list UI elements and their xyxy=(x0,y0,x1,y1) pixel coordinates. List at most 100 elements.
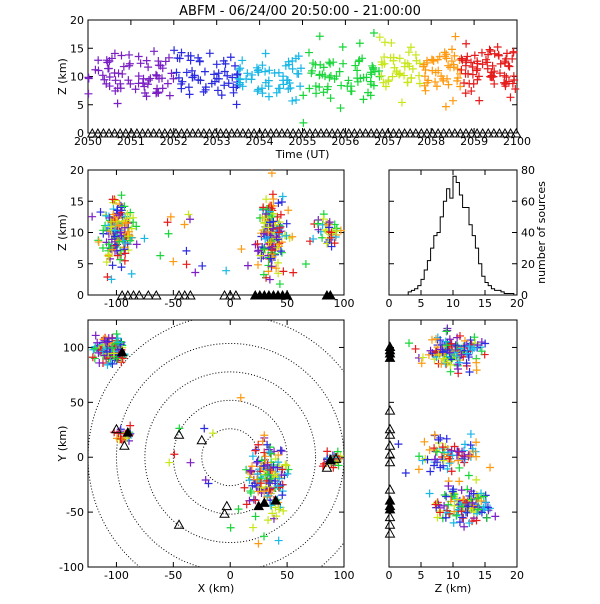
xz-point xyxy=(267,262,276,271)
th-point xyxy=(264,76,273,85)
th-triangle xyxy=(438,127,449,138)
xz-point xyxy=(282,231,291,240)
th-triangle xyxy=(449,127,461,138)
xz-point xyxy=(163,218,172,227)
zy-triangle xyxy=(384,456,396,467)
zy-point xyxy=(452,511,461,520)
th-point xyxy=(461,58,470,67)
hist-xtick-label: 5 xyxy=(418,297,425,310)
th-triangle xyxy=(393,127,405,138)
zy-point xyxy=(442,327,451,336)
xy-point xyxy=(93,338,102,347)
th-triangle xyxy=(343,127,355,138)
xz-triangle xyxy=(133,289,145,300)
xy-point xyxy=(265,448,274,457)
th-point xyxy=(474,72,483,81)
th-triangle xyxy=(360,127,371,138)
xy-point xyxy=(267,449,276,458)
zy-point xyxy=(411,344,420,353)
th-xtick-label: 2054 xyxy=(246,135,274,148)
th-point xyxy=(152,88,161,97)
xz-ground-triangles xyxy=(116,289,336,300)
th-point xyxy=(374,66,383,75)
zy-point xyxy=(424,350,433,359)
th-point xyxy=(359,95,368,104)
xz-point xyxy=(110,232,119,241)
th-point xyxy=(468,63,477,72)
range-ring xyxy=(144,371,317,544)
th-point xyxy=(234,74,243,83)
xy-point xyxy=(260,532,269,541)
xy-point xyxy=(254,539,263,548)
th-triangle xyxy=(310,127,321,138)
zy-point xyxy=(441,337,450,346)
hist-ytick-label: 0 xyxy=(521,289,528,302)
th-point xyxy=(485,45,494,54)
xy-point xyxy=(263,440,272,449)
xz-point xyxy=(272,264,281,273)
xy-point xyxy=(275,474,284,483)
th-triangle xyxy=(494,127,505,138)
zy-point xyxy=(465,491,474,500)
th-triangle xyxy=(499,127,511,138)
xy-ytick-label: 100 xyxy=(63,341,84,354)
xz-triangle xyxy=(128,289,139,300)
th-triangle xyxy=(466,127,477,138)
xz-point xyxy=(254,260,263,269)
th-point xyxy=(205,49,214,58)
zy-point xyxy=(440,490,449,499)
th-point xyxy=(199,87,208,96)
th-point xyxy=(84,74,93,83)
xz-point xyxy=(301,260,310,269)
zy-point xyxy=(448,451,457,460)
th-point xyxy=(194,53,203,62)
th-triangle xyxy=(259,127,271,138)
zy-point xyxy=(444,448,453,457)
th-triangle xyxy=(198,127,210,138)
th-point xyxy=(477,48,486,57)
zy-point xyxy=(446,360,455,369)
th-point xyxy=(200,67,209,76)
zy-point xyxy=(448,487,457,496)
xy-point xyxy=(103,337,112,346)
zy-point xyxy=(457,486,466,495)
zy-triangle xyxy=(384,484,396,494)
zy-point xyxy=(466,430,475,439)
xy-point xyxy=(254,440,263,449)
zy-points xyxy=(394,324,500,531)
xz-point xyxy=(284,206,293,215)
xz-point xyxy=(119,243,128,252)
zy-xlabel: Z (km) xyxy=(435,582,472,595)
xz-point xyxy=(264,223,273,232)
hist-ytick-label: 60 xyxy=(521,195,535,208)
zy-point xyxy=(432,447,441,456)
th-ytick-label: 20 xyxy=(70,14,84,27)
hist-ytick-label: 20 xyxy=(521,258,535,271)
xz-point xyxy=(140,234,149,243)
th-point xyxy=(319,88,328,97)
xy-point xyxy=(249,495,258,504)
xz-xtick-label: 0 xyxy=(227,297,234,310)
th-xtick-label: 2052 xyxy=(160,135,188,148)
xz-point xyxy=(251,240,260,249)
th-point xyxy=(467,87,476,96)
th-point xyxy=(305,48,314,57)
th-point xyxy=(309,59,318,68)
zy-point xyxy=(427,335,436,344)
th-point xyxy=(500,71,509,80)
xy-ytick-label: 0 xyxy=(77,451,84,464)
xy-point xyxy=(281,460,290,469)
xy-triangle xyxy=(253,500,265,511)
xz-triangle xyxy=(173,289,185,300)
th-point xyxy=(305,84,314,93)
xy-point xyxy=(273,482,282,491)
th-point xyxy=(231,61,240,70)
th-point xyxy=(335,67,344,76)
zy-point xyxy=(463,485,472,494)
th-point xyxy=(434,66,443,75)
th-point xyxy=(380,38,389,47)
xy-triangle xyxy=(122,427,134,437)
xy-frame xyxy=(87,319,345,568)
th-point xyxy=(325,73,334,82)
th-triangle xyxy=(226,127,238,138)
